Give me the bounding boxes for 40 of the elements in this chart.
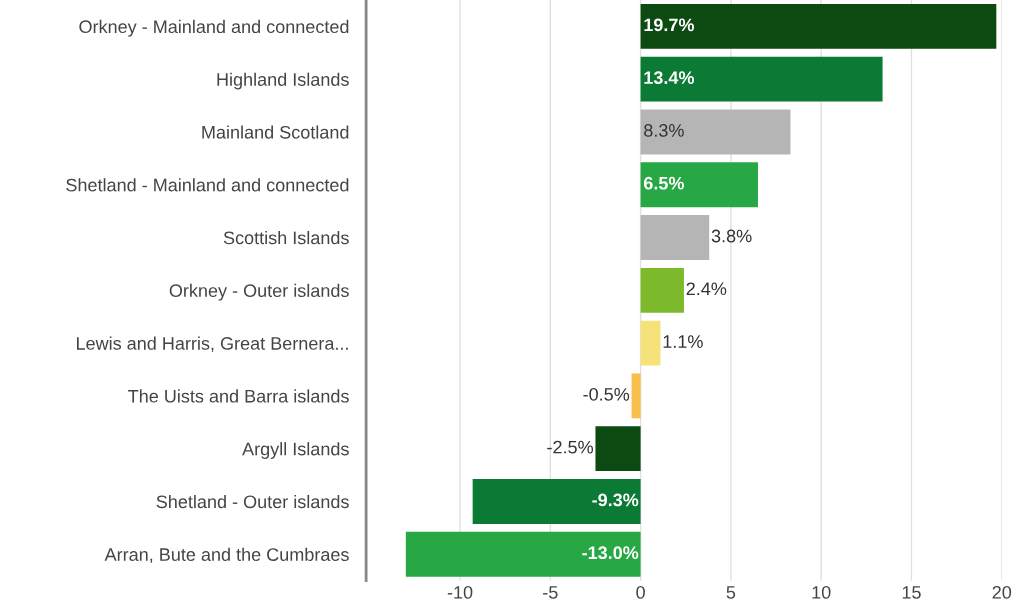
x-tick-label: -10 [447, 585, 473, 599]
y-tick-label: Mainland Scotland [202, 125, 349, 139]
x-tick-label: -5 [543, 586, 558, 599]
bar [640, 3, 997, 49]
bar [640, 215, 710, 260]
x-tick-label: 15 [902, 586, 921, 599]
bar [640, 320, 661, 366]
data-label: -2.5% [547, 440, 593, 454]
y-tick-label: Orkney - Outer islands [169, 283, 349, 301]
data-label: 1.1% [663, 335, 703, 348]
data-label: 3.8% [711, 229, 752, 243]
y-tick-label: Lewis and Harris, Great Bernera... [77, 336, 348, 352]
y-tick-label: Highland Islands [217, 72, 349, 90]
data-label: 13.4% [644, 71, 695, 85]
bar [405, 531, 641, 577]
x-tick-label: 0 [636, 585, 645, 599]
bar [631, 373, 641, 419]
x-tick-label: 20 [992, 585, 1012, 599]
data-label: -13.0% [582, 546, 639, 560]
bar [472, 479, 641, 524]
data-label: 6.5% [643, 176, 684, 190]
bar [640, 267, 684, 313]
data-label: 8.3% [644, 124, 684, 137]
y-tick-label: Shetland - Mainland and connected [66, 178, 349, 192]
x-tick-label: 10 [812, 585, 831, 599]
y-tick-label: Scottish Islands [223, 230, 349, 245]
data-label: -9.3% [592, 493, 639, 507]
y-tick-label: The Uists and Barra islands [128, 389, 349, 403]
y-tick-label: Argyll Islands [242, 442, 349, 459]
y-tick-label: Orkney - Mainland and connected [79, 19, 349, 37]
bar [640, 109, 791, 155]
data-label: 19.7% [644, 18, 695, 32]
x-tick-label: 5 [726, 586, 736, 599]
bar [640, 162, 758, 208]
y-tick-label: Arran, Bute and the Cumbraes [104, 547, 349, 564]
data-label: -0.5% [583, 387, 630, 401]
data-label: 2.4% [686, 282, 727, 296]
bar [640, 56, 883, 102]
y-tick-label: Shetland - Outer islands [156, 494, 349, 509]
bar [595, 426, 641, 472]
